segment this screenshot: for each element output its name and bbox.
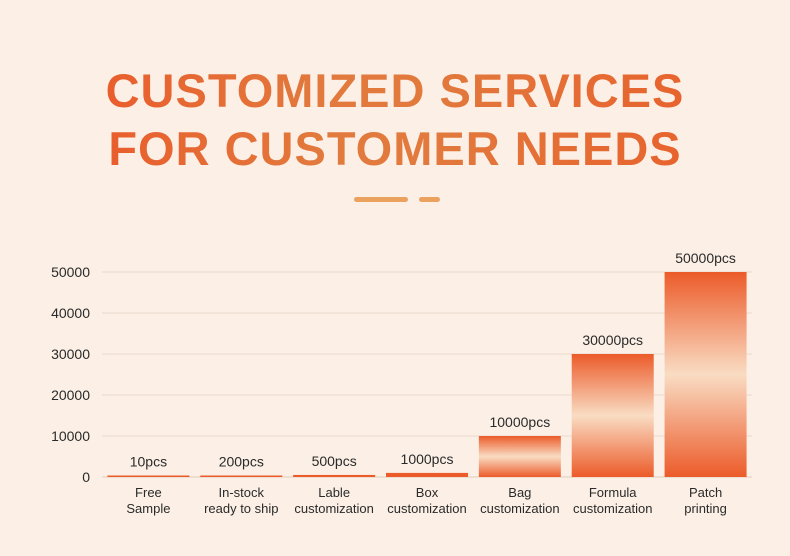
- category-label-1-1: ready to ship: [204, 501, 278, 516]
- y-tick-label-30000: 30000: [51, 346, 90, 362]
- category-label-5-1: customization: [573, 501, 652, 516]
- category-label-1-0: In-stock: [219, 485, 265, 500]
- y-tick-label-40000: 40000: [51, 305, 90, 321]
- y-tick-label-0: 0: [82, 469, 90, 485]
- category-label-6-1: printing: [684, 501, 727, 516]
- bar-1: [200, 475, 283, 477]
- category-label-0-1: Sample: [126, 501, 170, 516]
- category-label-3-1: customization: [387, 501, 466, 516]
- category-label-2-1: customization: [294, 501, 373, 516]
- title-divider-short: [419, 197, 440, 202]
- y-tick-label-50000: 50000: [51, 264, 90, 280]
- bar-4: [478, 436, 561, 477]
- category-label-0-0: Free: [135, 485, 162, 500]
- bar-3: [386, 472, 468, 477]
- value-label-5: 30000pcs: [582, 332, 643, 348]
- title-line-2: FOR CUSTOMER NEEDS: [0, 120, 790, 178]
- page-title: CUSTOMIZED SERVICES FOR CUSTOMER NEEDS: [0, 62, 790, 178]
- category-label-5-0: Formula: [589, 485, 637, 500]
- value-label-0: 10pcs: [130, 454, 167, 470]
- category-label-3-0: Box: [416, 485, 439, 500]
- bar-5: [571, 354, 654, 477]
- bar-2: [293, 474, 376, 477]
- category-label-4-0: Bag: [508, 485, 531, 500]
- y-tick-label-20000: 20000: [51, 387, 90, 403]
- bar-0: [107, 475, 190, 477]
- bar-6: [664, 272, 747, 477]
- value-label-6: 50000pcs: [675, 250, 736, 266]
- y-tick-label-10000: 10000: [51, 428, 90, 444]
- value-label-2: 500pcs: [312, 453, 357, 469]
- title-line-1: CUSTOMIZED SERVICES: [0, 62, 790, 120]
- title-divider-long: [354, 197, 408, 202]
- category-label-6-0: Patch: [689, 485, 722, 500]
- value-label-1: 200pcs: [219, 454, 264, 470]
- value-label-3: 1000pcs: [401, 451, 454, 467]
- category-label-4-1: customization: [480, 501, 559, 516]
- value-label-4: 10000pcs: [489, 414, 550, 430]
- category-label-2-0: Lable: [318, 485, 350, 500]
